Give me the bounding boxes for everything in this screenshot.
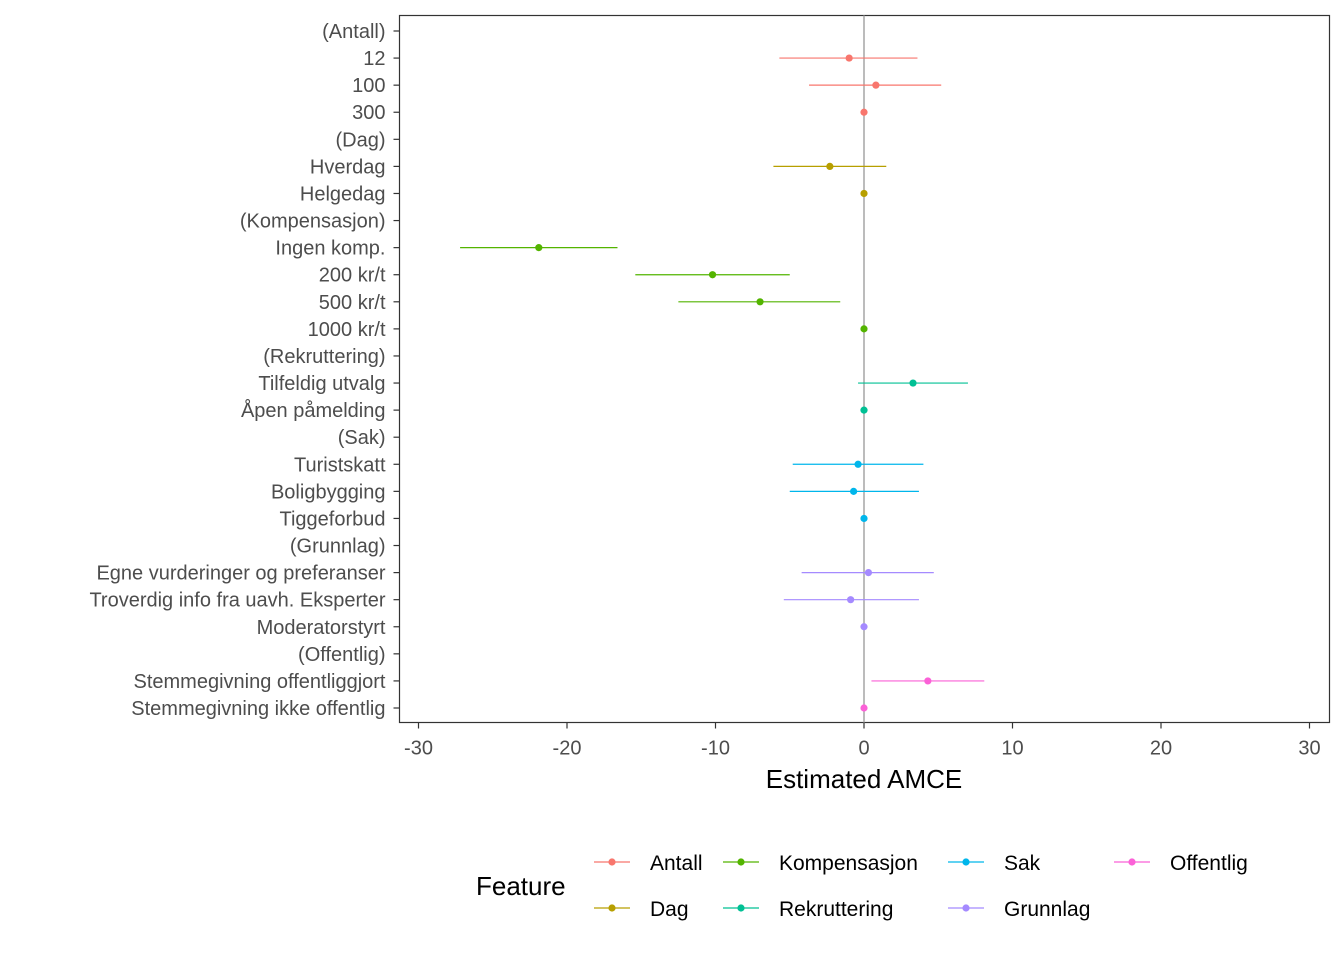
y-tick-label: (Antall) [322, 21, 385, 43]
legend-item: Kompensasjon [723, 852, 918, 875]
y-tick-label: Tiggeforbud [280, 508, 386, 530]
legend-label: Grunnlag [1004, 898, 1090, 921]
legend-label: Kompensasjon [779, 852, 918, 875]
legend-label: Dag [650, 898, 689, 921]
estimate-point [864, 569, 873, 577]
legend-item: Dag [594, 898, 689, 921]
y-tick-label: 500 kr/t [319, 292, 386, 314]
estimate-point [860, 325, 868, 333]
legend-key-point [1128, 858, 1136, 866]
estimate-point [854, 460, 862, 468]
y-tick-label: Stemmegivning ikke offentlig [131, 698, 385, 720]
y-tick-label: Egne vurderinger og preferanser [96, 563, 385, 585]
legend-key-point [737, 858, 745, 866]
legend: Feature Antall Dag Kompensasjon Rekruttering… [476, 852, 1248, 921]
x-tick-label: -20 [553, 738, 582, 760]
estimate-point [860, 406, 868, 414]
x-tick-label: -10 [701, 738, 730, 760]
y-tick-label: Tilfeldig utvalg [258, 373, 385, 395]
legend-key-point [962, 858, 970, 866]
estimate-point [850, 487, 858, 495]
y-tick-label: (Dag) [335, 129, 385, 151]
legend-label: Rekruttering [779, 898, 893, 921]
estimate-point [909, 379, 917, 387]
y-tick-label: Ingen komp. [275, 238, 385, 260]
legend-label: Antall [650, 852, 703, 875]
y-tick-label: 200 kr/t [319, 265, 386, 287]
estimate-point [924, 677, 932, 685]
estimate-point [708, 271, 717, 279]
y-tick-label: Helgedag [300, 183, 386, 205]
y-tick-label: Moderatorstyrt [257, 617, 386, 639]
legend-key-point [608, 858, 616, 866]
legend-item: Rekruttering [723, 898, 893, 921]
estimate-point [860, 623, 868, 631]
estimate-point [860, 704, 868, 712]
x-axis-title: Estimated AMCE [766, 764, 963, 794]
x-tick-label: 20 [1150, 738, 1172, 760]
y-tick-label: (Offentlig) [298, 644, 385, 666]
y-tick-label: Hverdag [310, 156, 386, 178]
y-tick-label: (Kompensasjon) [240, 211, 386, 233]
x-tick-label: 30 [1298, 738, 1320, 760]
y-tick-label: Boligbygging [271, 481, 386, 503]
estimate-point [845, 54, 853, 62]
legend-title: Feature [476, 871, 566, 901]
estimate-point [860, 514, 868, 523]
estimate-point [860, 189, 868, 198]
y-tick-label: 100 [352, 75, 385, 97]
estimate-point [756, 298, 764, 306]
legend-label: Sak [1004, 852, 1041, 875]
y-tick-label: Troverdig info fra uavh. Eksperter [89, 590, 385, 612]
y-tick-label: (Grunnlag) [290, 536, 386, 558]
y-tick-label: 1000 kr/t [308, 319, 386, 341]
y-tick-label: Åpen påmelding [241, 399, 386, 422]
legend-label: Offentlig [1170, 852, 1248, 875]
estimate-point [535, 244, 543, 252]
y-tick-label: (Sak) [338, 427, 386, 449]
x-tick-label: 10 [1001, 738, 1023, 760]
legend-item: Sak [948, 852, 1041, 875]
y-tick-label: (Rekruttering) [263, 346, 385, 368]
legend-item: Offentlig [1114, 852, 1248, 875]
y-tick-label: Stemmegivning offentliggjort [134, 671, 386, 693]
x-tick-label: -30 [404, 738, 433, 760]
legend-key-point [608, 904, 616, 912]
legend-key-point [962, 904, 970, 912]
legend-item: Antall [594, 852, 703, 875]
legend-key-point [737, 904, 745, 912]
estimate-point [860, 108, 868, 116]
legend-item: Grunnlag [948, 898, 1090, 921]
y-tick-label: 300 [352, 102, 385, 124]
y-tick-label: Turistskatt [294, 454, 386, 476]
estimate-point [826, 162, 834, 170]
x-tick-label: 0 [858, 738, 869, 760]
estimate-point [847, 596, 855, 604]
estimate-point [872, 81, 880, 89]
y-tick-label: 12 [363, 48, 385, 70]
